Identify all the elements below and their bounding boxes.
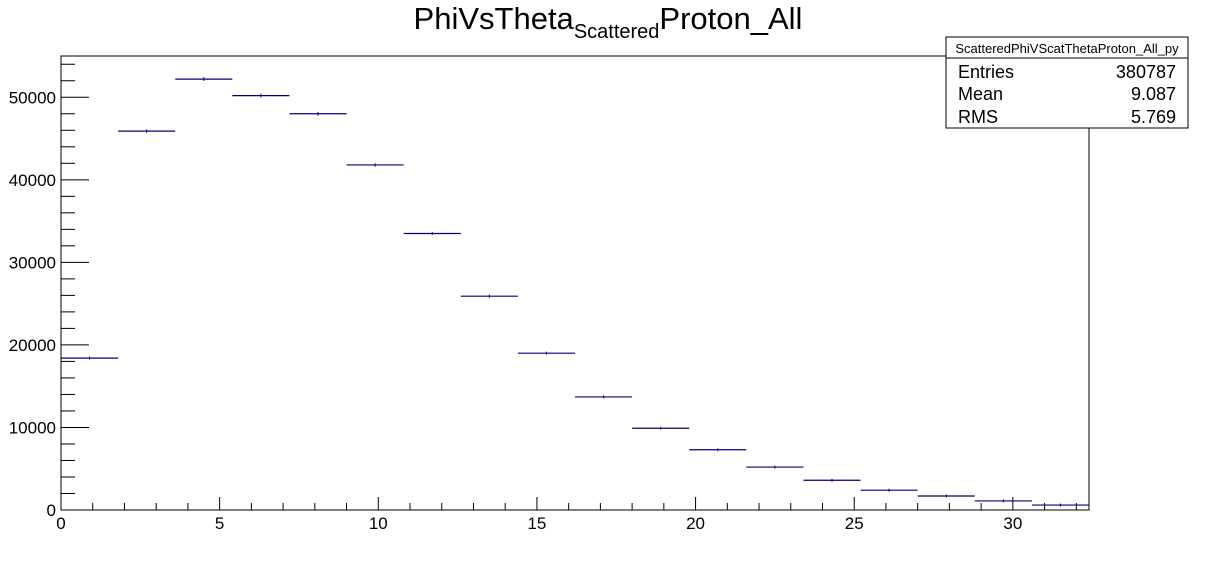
stats-rms-value: 5.769 [1131, 107, 1176, 127]
x-tick-label: 20 [686, 514, 705, 533]
chart-title-suffix: Proton_All [659, 1, 802, 36]
chart-title-subscript: Scattered [574, 21, 660, 43]
stats-box-frame [945, 36, 1189, 129]
stats-rms-label: RMS [958, 107, 998, 127]
x-tick-label: 10 [369, 514, 388, 533]
y-tick-label: 0 [47, 501, 56, 520]
stats-box-name: ScatteredPhiVScatThetaProton_All_py [955, 41, 1179, 56]
stats-mean-label: Mean [958, 84, 1003, 104]
x-tick-label: 25 [845, 514, 864, 533]
chart-title: PhiVsThetaScatteredProton_All [414, 1, 803, 43]
y-tick-label: 40000 [9, 171, 56, 190]
y-tick-label: 30000 [9, 253, 56, 272]
x-tick-label: 15 [527, 514, 546, 533]
x-tick-label: 0 [56, 514, 65, 533]
y-tick-label: 10000 [9, 418, 56, 437]
stats-entries-value: 380787 [1116, 62, 1176, 82]
stats-entries-label: Entries [958, 62, 1014, 82]
x-tick-label: 30 [1003, 514, 1022, 533]
plot-frame [60, 55, 1090, 511]
stats-mean-value: 9.087 [1131, 84, 1176, 104]
y-tick-label: 20000 [9, 336, 56, 355]
y-tick-label: 50000 [9, 88, 56, 107]
x-axis: 0 5 10 15 20 25 30 [56, 497, 1077, 533]
histogram-bins [61, 77, 1089, 507]
chart-title-main: PhiVsTheta [414, 1, 575, 36]
stats-box: ScatteredPhiVScatThetaProton_All_py Entr… [945, 36, 1189, 129]
y-axis: 0 10000 20000 30000 40000 50000 [9, 63, 89, 520]
x-tick-label: 5 [215, 514, 224, 533]
